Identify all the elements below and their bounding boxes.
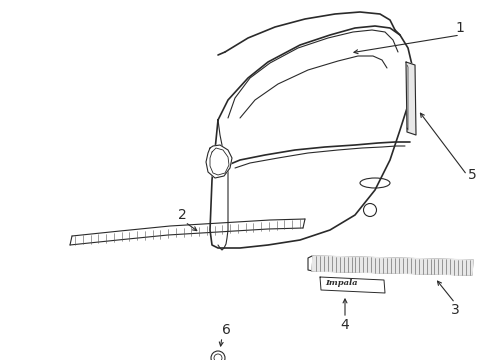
Text: 1: 1 (455, 21, 464, 35)
Text: 5: 5 (467, 168, 476, 182)
Polygon shape (205, 145, 231, 178)
Text: 3: 3 (450, 303, 458, 317)
Text: 4: 4 (340, 318, 348, 332)
Polygon shape (405, 62, 415, 135)
Text: 6: 6 (221, 323, 230, 337)
Text: 2: 2 (177, 208, 186, 222)
Polygon shape (311, 256, 472, 275)
Text: Impala: Impala (325, 279, 357, 287)
